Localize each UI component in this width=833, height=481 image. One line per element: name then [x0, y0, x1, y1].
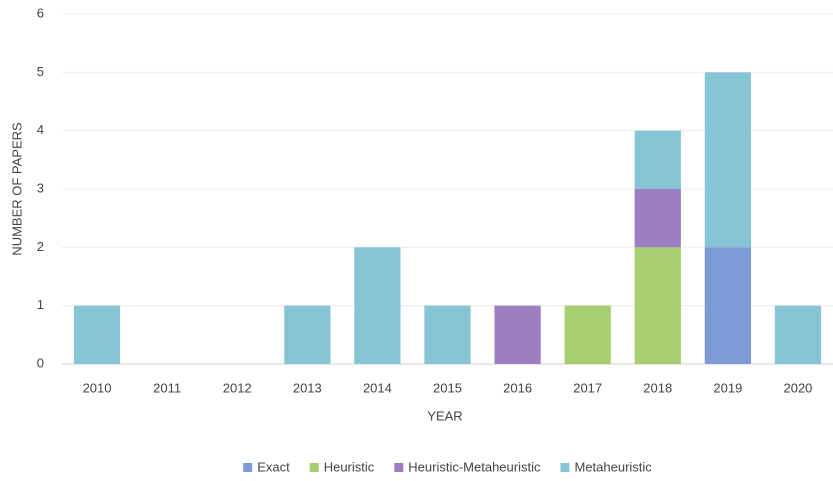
x-tick-label: 2011 [153, 380, 181, 395]
bar-segment [634, 247, 681, 364]
legend-swatch [560, 463, 570, 472]
bar-segment [354, 247, 401, 364]
y-tick-label: 3 [37, 180, 44, 195]
legend-swatch [243, 463, 253, 472]
legend-label: Metaheuristic [574, 459, 652, 474]
bar-segment [634, 130, 681, 189]
x-tick-label: 2012 [223, 380, 252, 395]
y-tick-label: 2 [37, 239, 44, 254]
y-tick-label: 0 [37, 355, 44, 370]
legend-label: Heuristic [324, 459, 375, 474]
x-tick-label: 2019 [713, 380, 742, 395]
bar-segment [564, 305, 611, 364]
legend-swatch [309, 463, 319, 472]
legend-swatch [394, 463, 404, 472]
x-tick-label: 2018 [643, 380, 672, 395]
y-axis-label: NUMBER OF PAPERS [9, 122, 24, 256]
y-tick-label: 4 [37, 122, 44, 137]
bar-segment [704, 247, 751, 364]
bar-segment [704, 72, 751, 248]
legend-label: Heuristic-Metaheuristic [408, 459, 541, 474]
x-tick-label: 2016 [503, 380, 532, 395]
bar-segment [774, 305, 822, 364]
bar-segment [284, 305, 331, 364]
y-tick-label: 5 [37, 64, 44, 79]
x-tick-label: 2017 [573, 380, 602, 395]
x-tick-label: 2010 [83, 380, 112, 395]
bar-segment [494, 305, 541, 364]
x-tick-label: 2014 [363, 380, 392, 395]
x-tick-label: 2020 [783, 380, 812, 395]
x-axis-label: YEAR [427, 408, 462, 423]
legend-label: Exact [257, 459, 290, 474]
y-tick-label: 1 [37, 297, 44, 312]
x-tick-label: 2015 [433, 380, 462, 395]
x-tick-label: 2013 [293, 380, 322, 395]
y-tick-label: 6 [37, 5, 44, 20]
bar-segment [424, 305, 471, 364]
bar-segment [634, 189, 681, 248]
bar-segment [73, 305, 121, 364]
